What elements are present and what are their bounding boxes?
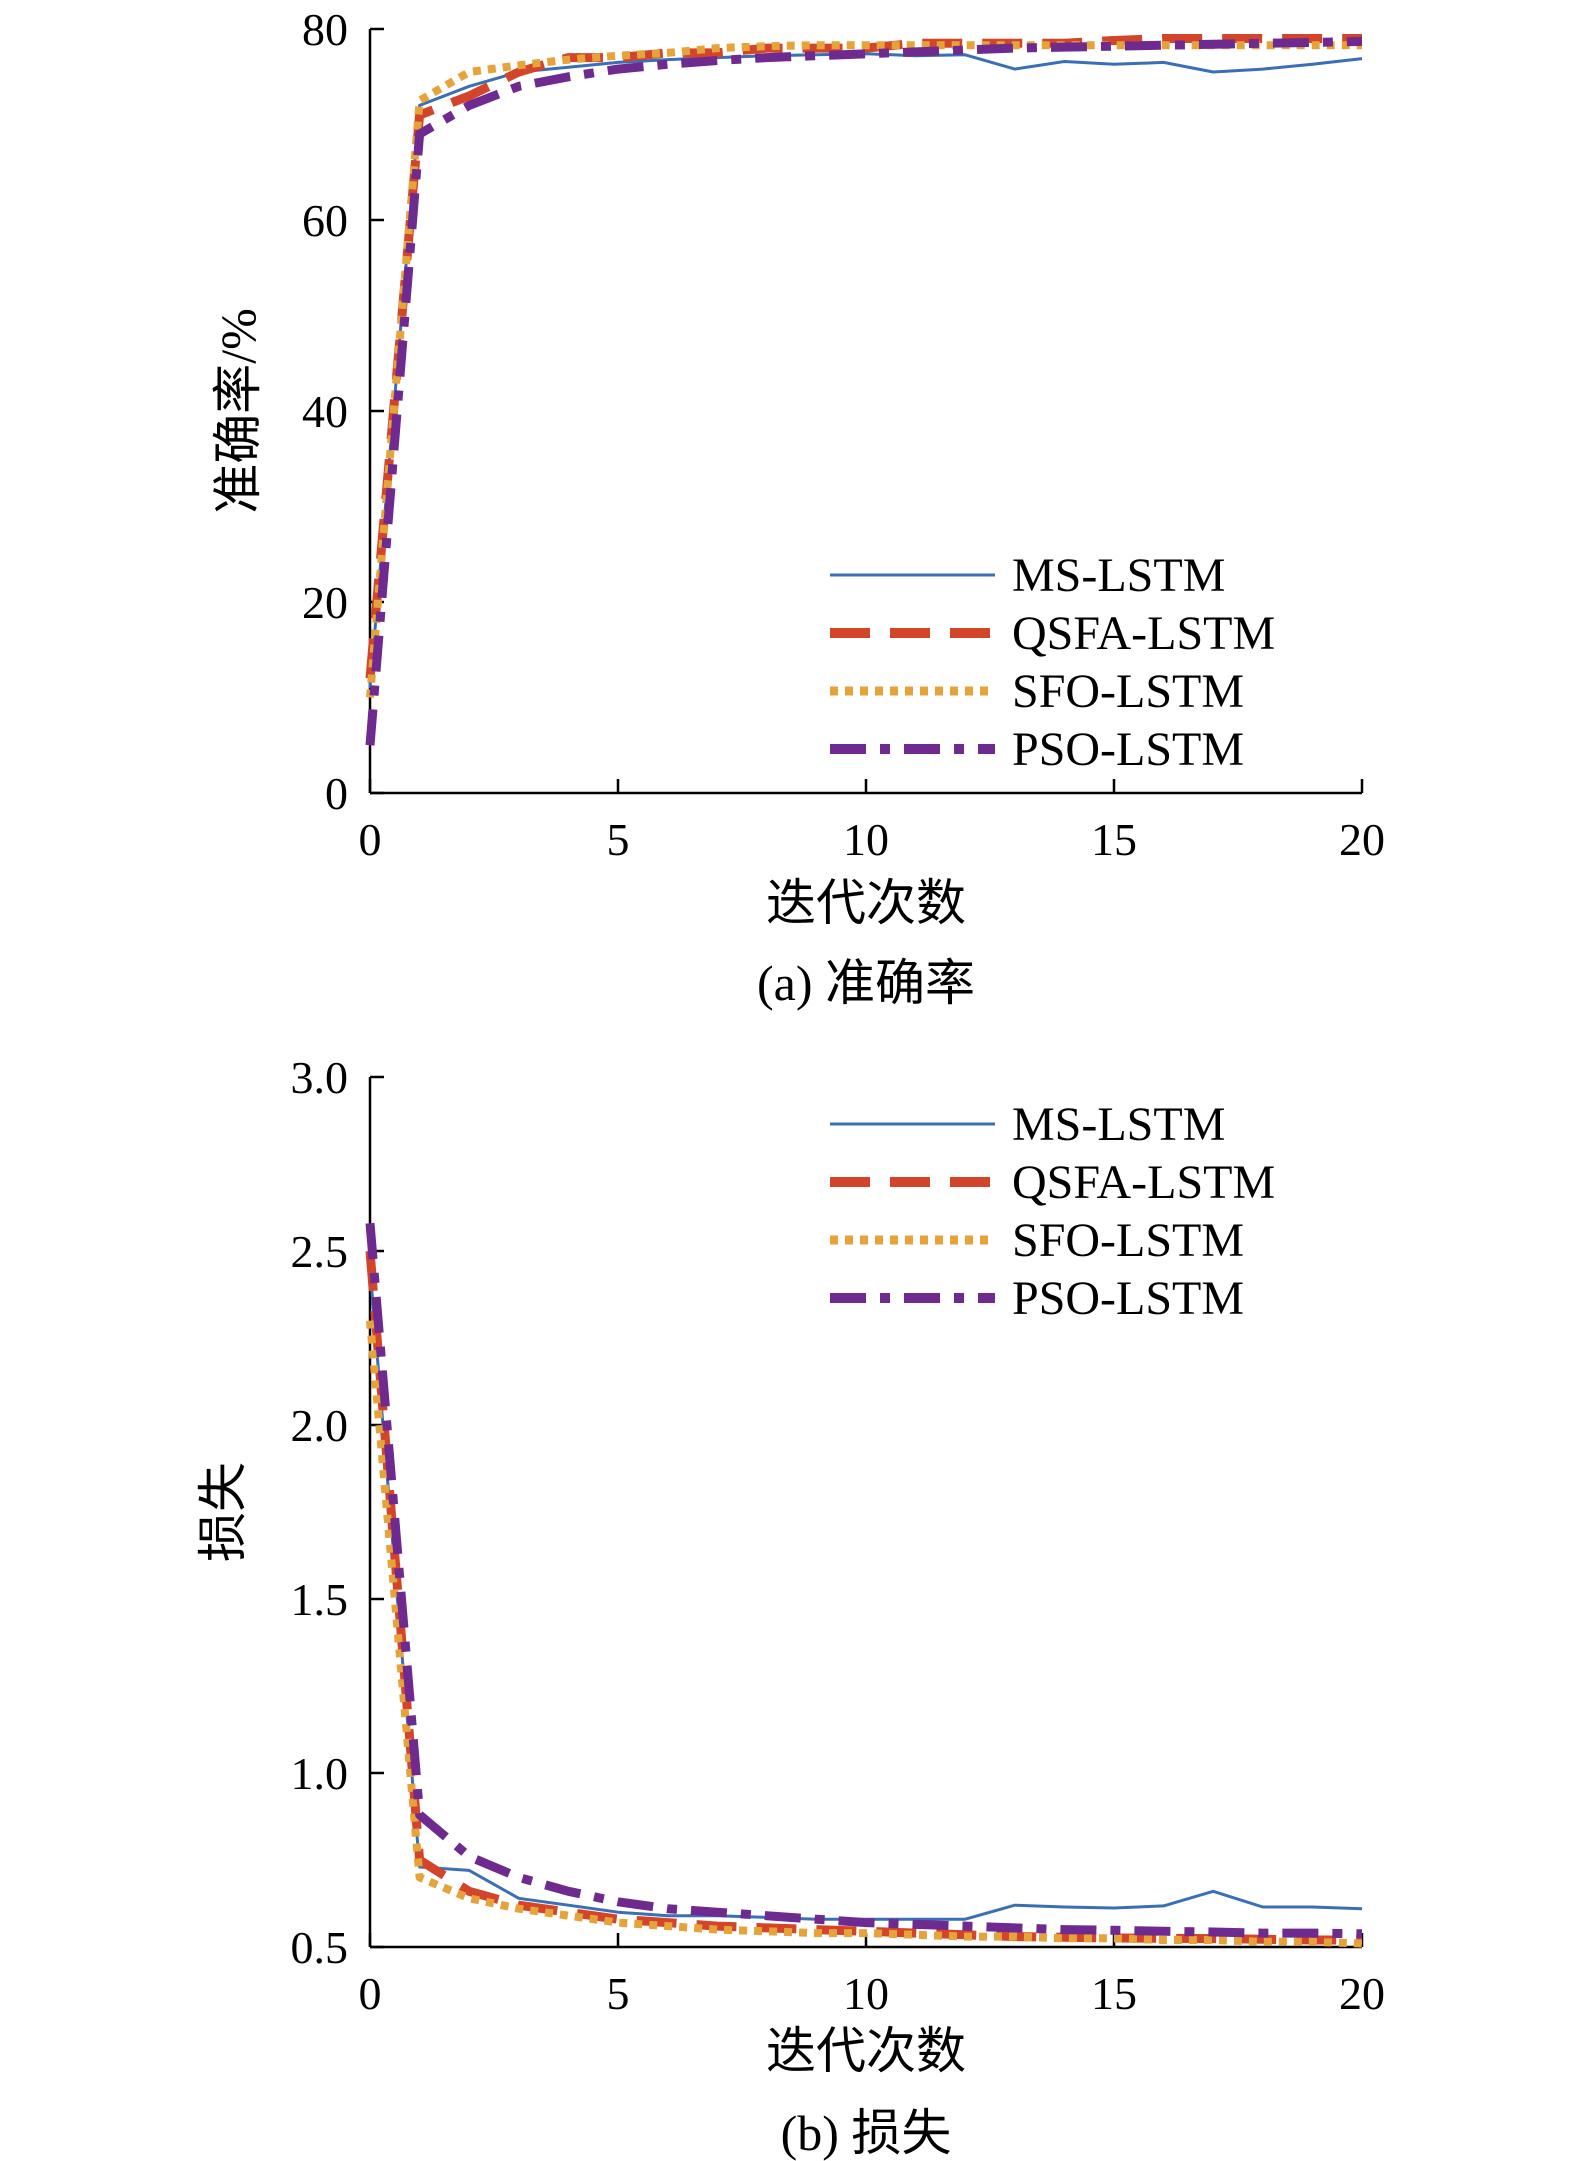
series-line-pso-lstm bbox=[365, 1222, 1363, 1939]
legend-label: SFO-LSTM bbox=[1012, 1214, 1244, 1267]
series-line-pso-lstm bbox=[365, 36, 1363, 746]
series-line-ms-lstm bbox=[368, 1268, 1363, 1921]
legend-label: MS-LSTM bbox=[1012, 1098, 1225, 1151]
y-tick-label: 3.0 bbox=[291, 1052, 349, 1103]
chart-caption: (b) 损失 bbox=[781, 2105, 952, 2161]
y-tick-label: 0 bbox=[325, 768, 348, 819]
y-tick-label: 1.5 bbox=[291, 1574, 349, 1625]
y-tick-label: 80 bbox=[302, 4, 348, 55]
loss-chart: 0.5 1.0 1.5 2.0 2.5 3.0 0 5 10 15 20 迭代次数 损失 (b) 损失 MS… bbox=[195, 1052, 1385, 2161]
legend-label: SFO-LSTM bbox=[1012, 665, 1244, 718]
x-tick-label: 0 bbox=[359, 1968, 382, 2019]
x-axis-label: 迭代次数 bbox=[766, 875, 966, 931]
series-line-qsfa-lstm bbox=[365, 1250, 1362, 1945]
y-tick-label: 2.0 bbox=[291, 1400, 349, 1451]
y-tick-label: 2.5 bbox=[291, 1226, 349, 1277]
x-tick-label: 5 bbox=[607, 814, 630, 865]
legend-label: QSFA-LSTM bbox=[1012, 607, 1275, 660]
y-axis-label: 损失 bbox=[195, 1462, 251, 1562]
y-tick-label: 40 bbox=[302, 386, 348, 437]
y-tick-label: 60 bbox=[302, 195, 348, 246]
legend-label: PSO-LSTM bbox=[1012, 723, 1244, 776]
legend-label: MS-LSTM bbox=[1012, 549, 1225, 602]
x-axis-label: 迭代次数 bbox=[766, 2023, 966, 2079]
x-tick-label: 15 bbox=[1091, 814, 1137, 865]
x-tick-label: 20 bbox=[1339, 814, 1385, 865]
y-tick-label: 1.0 bbox=[291, 1748, 349, 1799]
accuracy-chart: 0 20 40 60 80 0 5 10 15 20 迭代次数 准确率/% (a) 准确率 MS-LSTM… bbox=[210, 4, 1385, 1011]
series-line-sfo-lstm bbox=[366, 1320, 1363, 1948]
y-tick-label: 20 bbox=[302, 577, 348, 628]
series-line-sfo-lstm bbox=[366, 41, 1362, 698]
x-tick-label: 10 bbox=[843, 814, 889, 865]
y-tick-label: 0.5 bbox=[291, 1922, 349, 1973]
x-tick-label: 10 bbox=[843, 1968, 889, 2019]
x-tick-label: 0 bbox=[359, 814, 382, 865]
x-tick-label: 5 bbox=[607, 1968, 630, 2019]
legend-label: QSFA-LSTM bbox=[1012, 1156, 1275, 1209]
x-tick-label: 15 bbox=[1091, 1968, 1137, 2019]
y-axis-label: 准确率/% bbox=[210, 308, 266, 514]
legend-label: PSO-LSTM bbox=[1012, 1272, 1244, 1325]
x-tick-label: 20 bbox=[1339, 1968, 1385, 2019]
chart-caption: (a) 准确率 bbox=[757, 955, 975, 1011]
